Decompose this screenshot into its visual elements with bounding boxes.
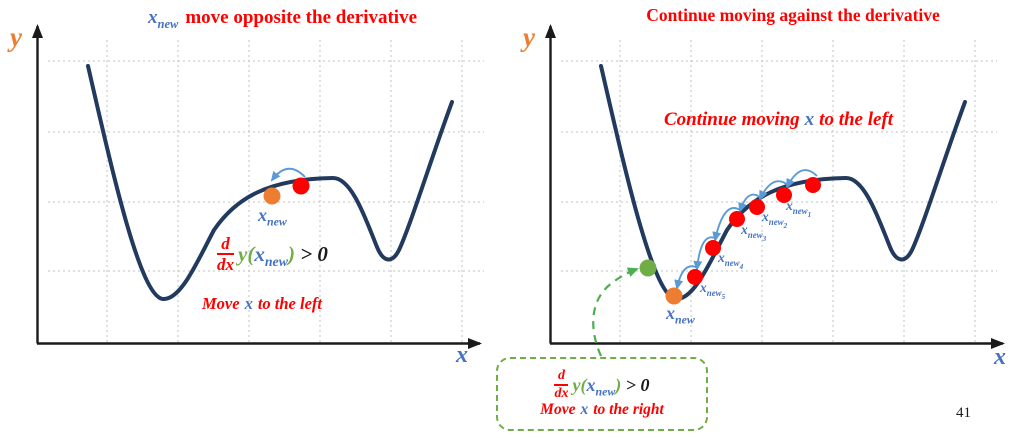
fraction-bar (217, 253, 234, 255)
derivative-fraction: d dx (217, 234, 234, 274)
right-subtitle: Continue moving x to the left (664, 109, 894, 130)
xnew3-label: xnew3 (741, 222, 767, 243)
left-instruction: Move x to the left (202, 294, 322, 313)
start-dot (805, 177, 821, 193)
left-title-text: move opposite the derivative (185, 7, 418, 28)
page-number: 41 (956, 405, 971, 421)
derivative-callout-box: d dx y(xnew) > 0 Move x to the right (496, 357, 708, 431)
xnew2-label: xnew2 (762, 209, 788, 230)
right-y-axis-label: y (523, 22, 535, 52)
callout-fraction: d dx (554, 368, 569, 401)
step-arrow-1 (786, 169, 818, 189)
right-dots (639, 177, 821, 305)
xnew1-label: xnew1 (786, 198, 812, 219)
right-step-arrows (674, 169, 818, 290)
left-formula-expression: y(xnew) > 0 (238, 241, 328, 269)
xnew3-dot (729, 211, 745, 227)
left-step-arrow (270, 167, 306, 182)
callout-derivative-formula: d dx y(xnew) > 0 (554, 368, 650, 401)
xnew1-dot (776, 187, 792, 203)
callout-instruction: Move x to the right (540, 401, 664, 418)
left-function-curve (86, 64, 454, 302)
left-axes (32, 24, 482, 349)
fraction-bar (554, 384, 569, 386)
left-y-axis-label: y (10, 22, 22, 52)
xnew4-dot (705, 240, 721, 256)
xnew5-label: xnew5 (700, 280, 726, 301)
right-function-curve (599, 64, 967, 302)
xnew2-dot (749, 199, 765, 215)
xnew5-dot (687, 269, 703, 285)
left-xnew-dot (263, 187, 281, 205)
left-title-var: xnew (147, 7, 179, 31)
left-title: xnew move opposite the derivative (90, 7, 475, 31)
callout-arrow (592, 267, 639, 357)
xnew4-label: xnew4 (718, 250, 744, 271)
step-arrow-5 (693, 236, 718, 271)
step-arrow-2 (759, 180, 790, 201)
right-xnew-label: xnew (666, 303, 695, 327)
step-arrow-6 (674, 265, 699, 290)
target-dot (639, 259, 657, 277)
left-gridlines (48, 40, 484, 343)
right-title: Continue moving against the derivative (646, 5, 940, 25)
left-current-dot (292, 177, 310, 195)
right-axes (545, 24, 1005, 349)
right-x-axis-label: x (994, 344, 1006, 370)
left-x-axis-label: x (456, 342, 468, 368)
step-arrow-4 (712, 207, 741, 242)
right-xnew-dot (665, 287, 683, 305)
callout-formula-expression: y(xnew) > 0 (572, 374, 650, 399)
step-arrow-3 (738, 193, 762, 213)
left-xnew-label: xnew (258, 205, 287, 229)
left-derivative-formula: d dx y(xnew) > 0 (217, 235, 328, 273)
